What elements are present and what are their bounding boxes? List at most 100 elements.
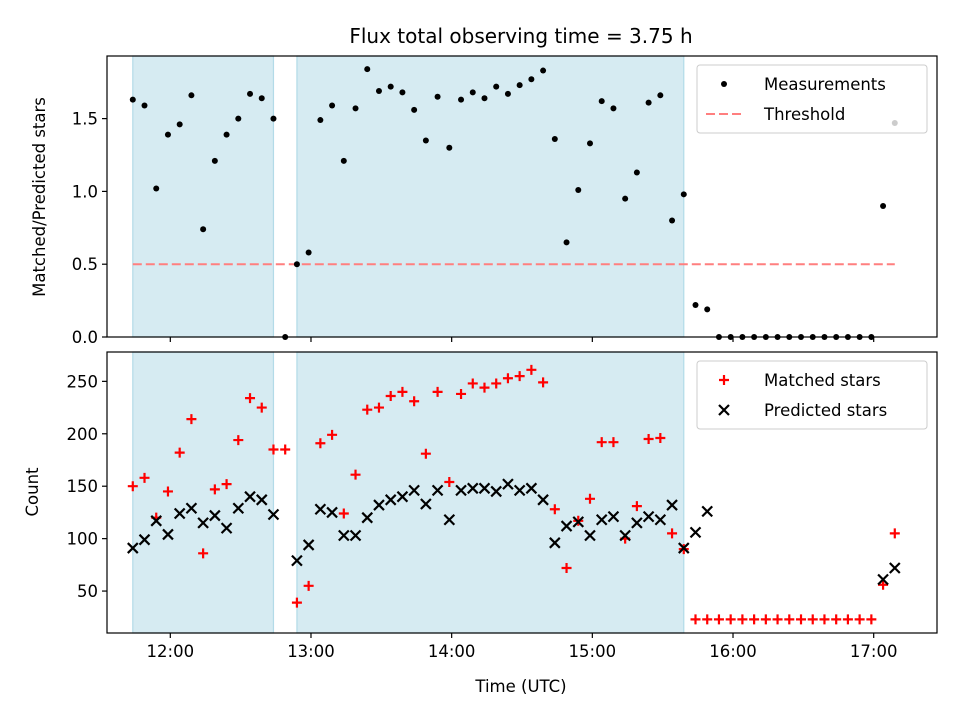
- measurement-point: [411, 106, 418, 113]
- measurement-point: [504, 90, 511, 97]
- measurement-point: [469, 89, 476, 96]
- predicted-star-point: [619, 529, 631, 542]
- matched-star-point: [338, 508, 349, 519]
- matched-star-point: [796, 614, 807, 625]
- bottom-axes-frame: [106, 351, 938, 634]
- matched-star-point: [315, 438, 326, 449]
- matched-star-point: [514, 371, 525, 382]
- bottom-y-tick-label: 200: [67, 425, 99, 444]
- measurement-point: [211, 157, 218, 164]
- matched-star-point: [655, 432, 666, 443]
- predicted-star-point: [455, 484, 467, 497]
- matched-star-point: [643, 434, 654, 445]
- matched-star-point: [350, 469, 361, 480]
- predicted-star-point: [302, 539, 315, 551]
- predicted-star-point: [232, 502, 245, 515]
- matched-star-point: [174, 447, 185, 458]
- predicted-star-point: [384, 494, 397, 506]
- predicted-star-point: [666, 499, 678, 511]
- predicted-star-point: [490, 485, 502, 498]
- matched-star-point: [760, 614, 771, 625]
- matched-star-point: [456, 388, 467, 399]
- measurement-point: [305, 249, 312, 256]
- predicted-star-point: [572, 516, 585, 528]
- measurement-point: [141, 102, 148, 109]
- legend-label: Measurements: [764, 75, 886, 94]
- measurement-point: [586, 140, 593, 147]
- predicted-star-point: [420, 498, 432, 510]
- top-y-tick-label: 1.5: [72, 110, 98, 129]
- predicted-star-point: [314, 503, 327, 516]
- matched-star-point: [467, 378, 478, 389]
- chart-title: Flux total observing time = 3.75 h: [349, 24, 692, 48]
- matched-star-point: [245, 393, 256, 404]
- measurement-point: [493, 83, 500, 90]
- predicted-star-point: [431, 484, 444, 497]
- measurement-point: [129, 96, 136, 103]
- matched-star-point: [854, 614, 865, 625]
- x-tick-label: 14:00: [428, 642, 476, 661]
- measurement-point: [680, 191, 687, 198]
- measurement-point: [317, 117, 324, 124]
- bottom-y-axis-label: Count: [23, 467, 42, 517]
- predicted-star-point: [877, 573, 889, 586]
- matched-star-point: [713, 614, 724, 625]
- predicted-star-point: [560, 520, 573, 532]
- predicted-star-point: [689, 526, 702, 539]
- observing-interval: [296, 351, 685, 634]
- matched-star-point: [385, 391, 396, 402]
- bottom-y-tick-label: 100: [67, 530, 99, 549]
- predicted-star-point: [584, 529, 596, 542]
- matched-star-point: [233, 435, 244, 446]
- predicted-star-point: [701, 505, 714, 518]
- top-y-tick-label: 1.0: [72, 182, 98, 201]
- predicted-star-point: [549, 537, 561, 549]
- predicted-star-point: [267, 508, 280, 521]
- matched-star-point: [303, 580, 314, 591]
- matched-star-point: [526, 364, 537, 375]
- matched-star-point: [749, 614, 760, 625]
- predicted-star-point: [361, 511, 374, 524]
- predicted-star-point: [478, 482, 491, 495]
- legend-label: Predicted stars: [764, 401, 887, 420]
- top-panel: 0.0 0.5 1.0 1.5 Measurements Threshold: [72, 55, 938, 347]
- predicted-star-point: [150, 515, 163, 527]
- matched-star-point: [209, 484, 220, 495]
- matched-star-point: [420, 448, 431, 459]
- matched-star-point: [561, 562, 572, 573]
- predicted-star-point: [326, 506, 338, 519]
- predicted-star-point: [502, 478, 514, 490]
- matched-star-point: [725, 614, 736, 625]
- bottom-y-tick-label: 150: [67, 477, 99, 496]
- matched-star-point: [502, 373, 513, 384]
- measurement-point: [551, 135, 558, 142]
- bottom-legend: [696, 360, 928, 430]
- predicted-star-point: [396, 490, 409, 503]
- measurement-point: [352, 105, 359, 112]
- measurement-point: [481, 95, 488, 102]
- measurement-point: [692, 301, 699, 308]
- matched-star-point: [280, 444, 291, 455]
- measurement-point: [434, 93, 441, 100]
- x-axis-label: Time (UTC): [474, 677, 566, 696]
- matched-star-point: [327, 429, 338, 440]
- measurement-point: [329, 102, 336, 109]
- measurement-point: [446, 144, 453, 151]
- matched-star-point: [584, 493, 595, 504]
- matched-star-point: [807, 614, 818, 625]
- bottom-panel: 50 100 150 200 250 12:00 13:00 14:00 15:00 16:00 1…: [67, 351, 938, 661]
- matched-star-point: [690, 614, 701, 625]
- measurement-point: [223, 131, 230, 138]
- predicted-star-point: [537, 494, 549, 506]
- predicted-star-point: [338, 529, 350, 542]
- predicted-star-point: [373, 499, 385, 511]
- measurement-point: [247, 90, 254, 97]
- measurement-point: [153, 185, 160, 192]
- predicted-star-point: [889, 562, 901, 574]
- predicted-star-point: [138, 533, 151, 546]
- predicted-star-point: [291, 554, 303, 567]
- predicted-star-point: [209, 509, 221, 522]
- matched-star-point: [702, 614, 713, 625]
- top-y-tick-label: 0.5: [72, 255, 98, 274]
